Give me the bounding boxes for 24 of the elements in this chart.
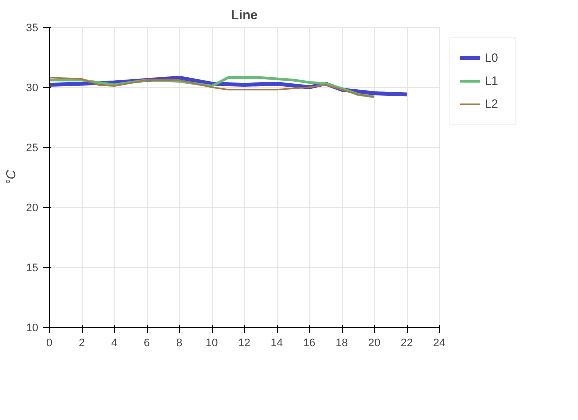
legend-label: L0 [485,51,500,65]
legend-label: L2 [485,97,500,111]
x-tick-label: 20 [368,338,381,350]
y-axis-title: °C [3,170,18,185]
x-tick-label: 0 [46,338,53,350]
y-tick-label: 10 [26,322,39,334]
y-tick-label: 30 [26,82,39,94]
legend-label: L1 [485,74,500,88]
x-tick-label: 8 [176,338,183,350]
x-tick-label: 4 [111,338,118,350]
y-tick-label: 15 [26,262,39,274]
x-tick-label: 6 [144,338,150,350]
y-tick-label: 25 [26,142,39,154]
x-tick-label: 14 [270,338,284,350]
chart-title: Line [231,8,258,22]
x-tick-label: 18 [336,338,348,350]
x-tick-label: 24 [433,338,446,350]
y-tick-label: 35 [26,22,39,34]
y-tick-label: 20 [26,202,39,214]
x-tick-label: 16 [303,338,316,350]
x-tick-label: 22 [400,338,414,350]
x-tick-label: 12 [238,338,251,350]
x-tick-label: 10 [206,338,218,350]
x-tick-label: 2 [78,338,86,350]
